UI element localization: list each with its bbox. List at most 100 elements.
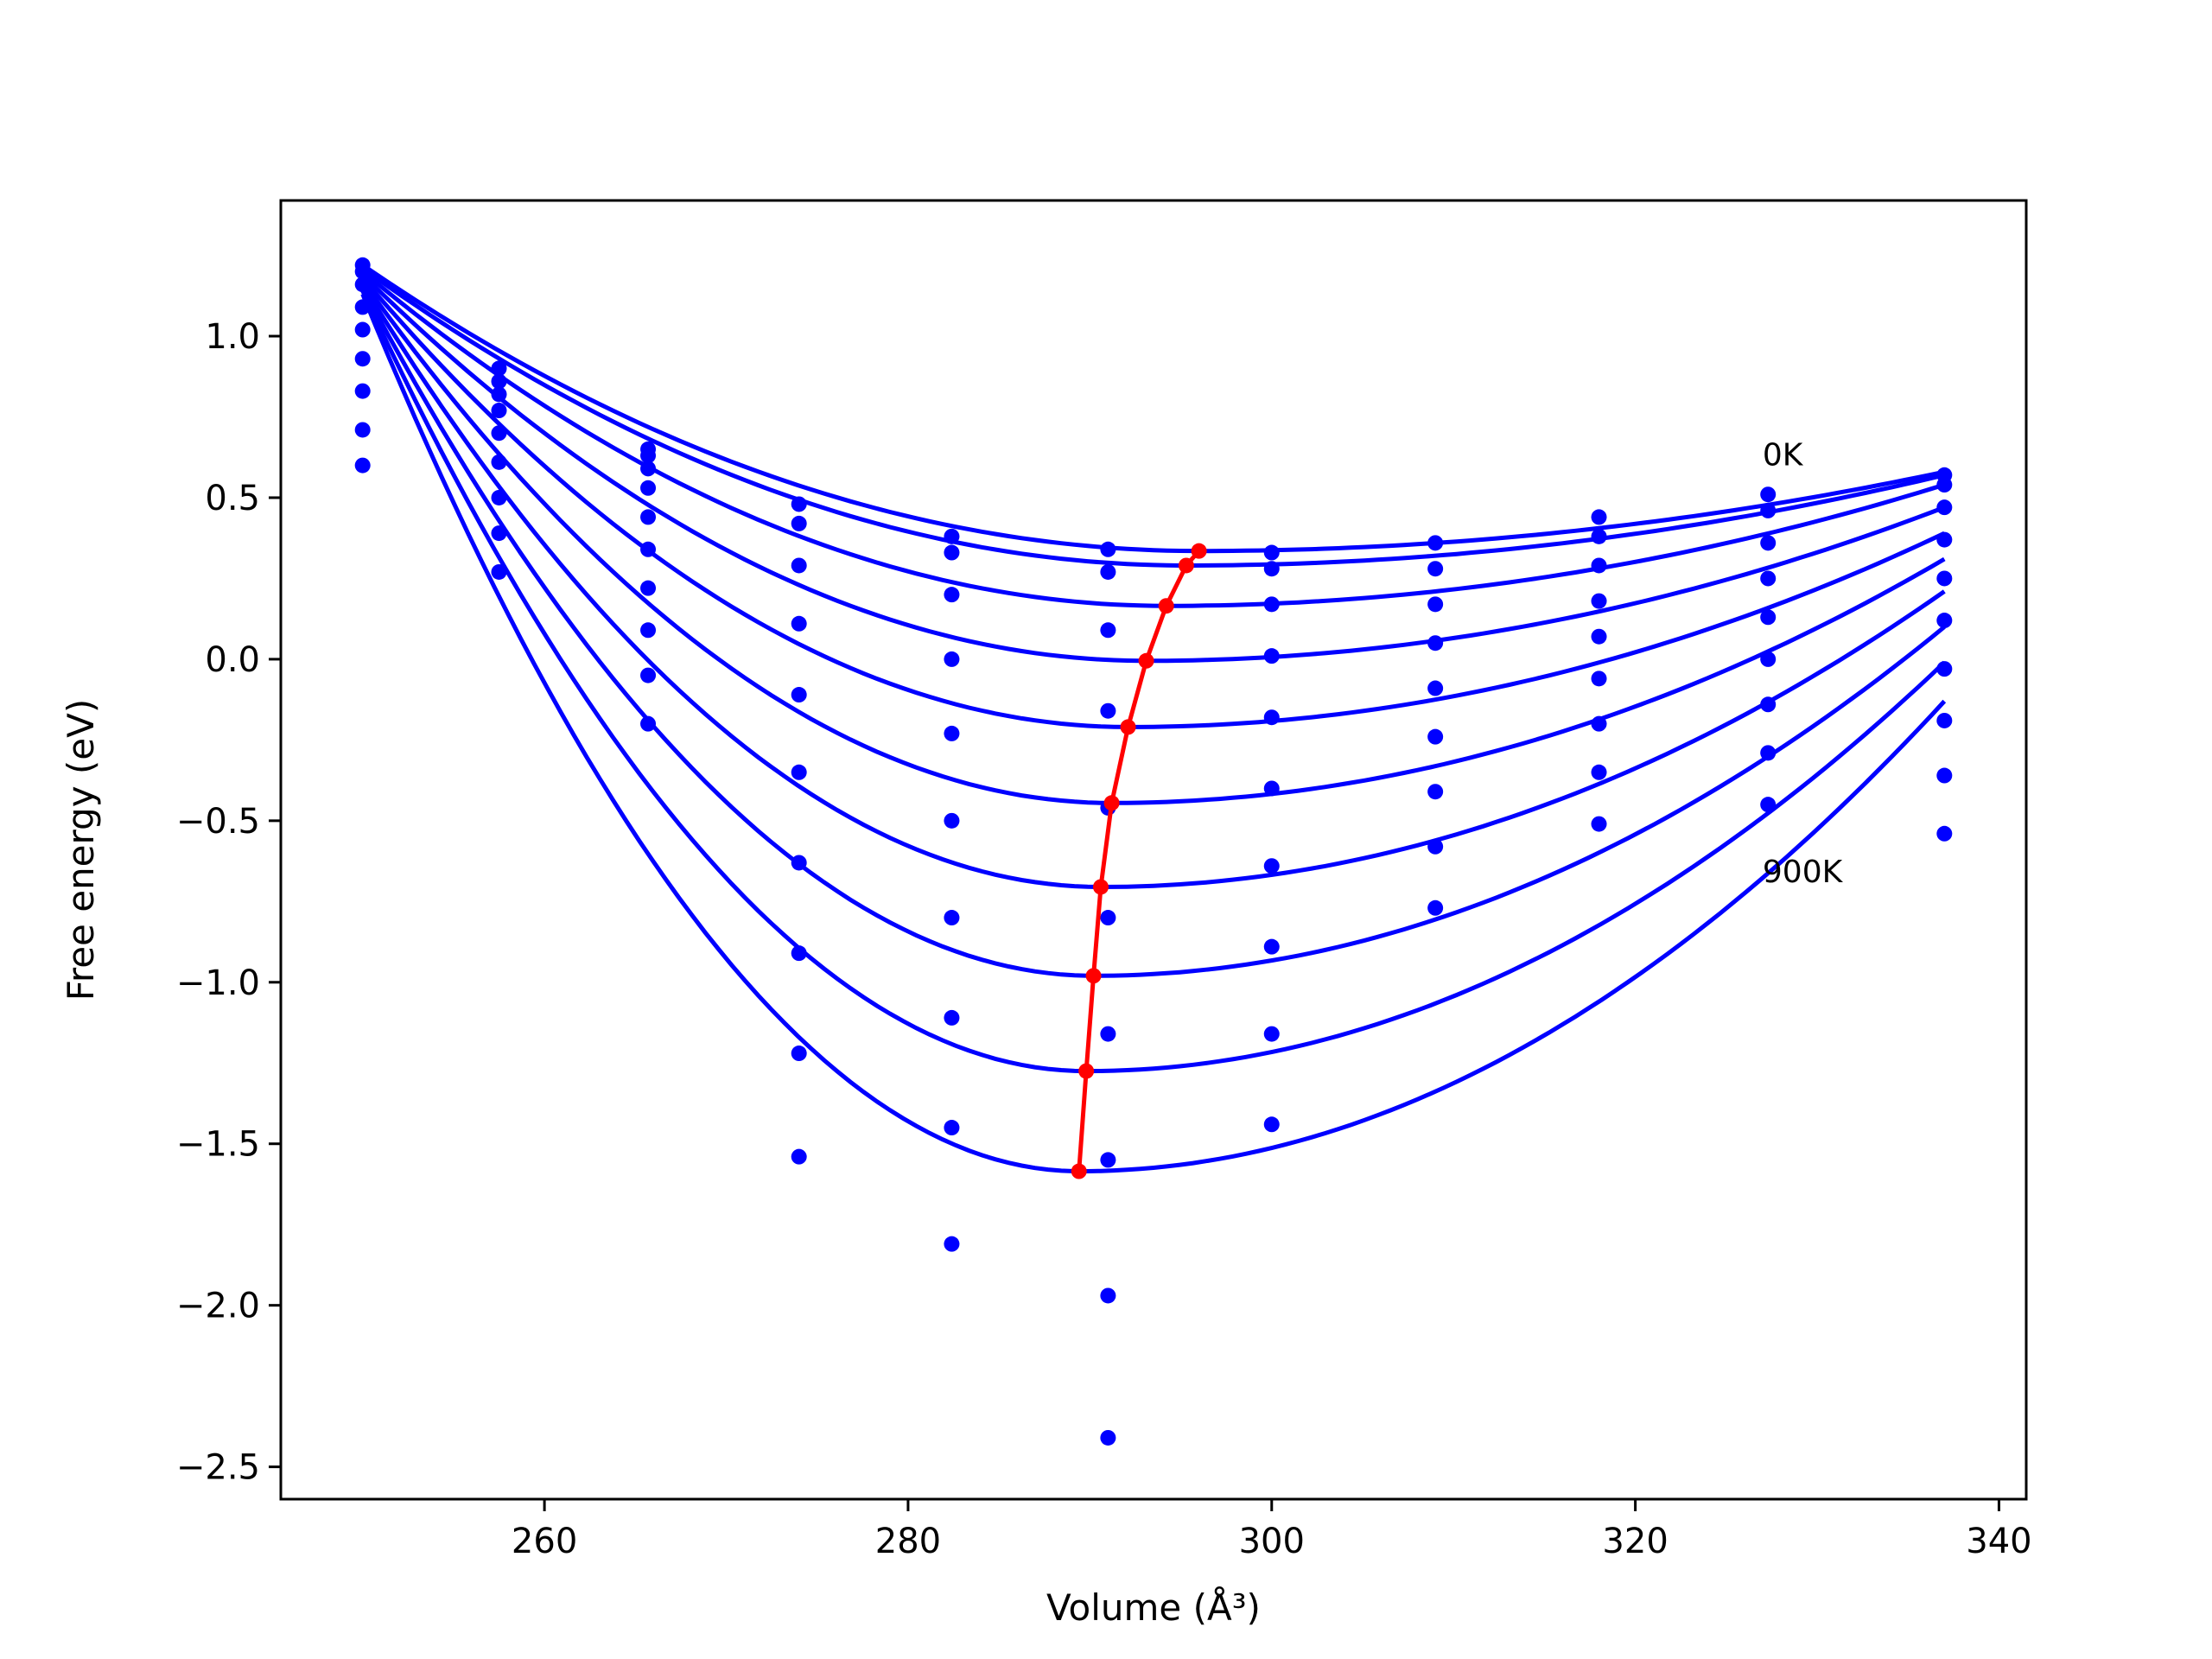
data-point-19 bbox=[640, 448, 657, 464]
x-tick-label: 280 bbox=[875, 1522, 941, 1561]
data-point-48 bbox=[1100, 541, 1116, 557]
data-point-53 bbox=[1100, 910, 1116, 926]
data-point-100 bbox=[1936, 613, 1953, 629]
data-point-25 bbox=[640, 622, 657, 639]
data-point-39 bbox=[944, 544, 960, 561]
data-point-15 bbox=[491, 489, 507, 505]
data-point-63 bbox=[1263, 780, 1280, 797]
data-point-84 bbox=[1591, 764, 1607, 780]
minimum-point-9 bbox=[1191, 543, 1207, 559]
data-point-1 bbox=[354, 264, 371, 280]
minimum-point-8 bbox=[1178, 557, 1194, 574]
data-point-36 bbox=[791, 1046, 807, 1062]
data-point-75 bbox=[1427, 838, 1444, 855]
data-point-94 bbox=[1760, 797, 1777, 813]
y-tick-label: 0.5 bbox=[205, 479, 260, 518]
fit-curve-4 bbox=[360, 276, 1946, 729]
data-point-5 bbox=[354, 351, 371, 367]
data-point-32 bbox=[791, 687, 807, 703]
data-point-34 bbox=[791, 855, 807, 871]
data-point-46 bbox=[944, 1120, 960, 1136]
data-point-79 bbox=[1591, 557, 1607, 574]
data-point-37 bbox=[791, 1148, 807, 1165]
data-point-74 bbox=[1427, 784, 1444, 800]
data-point-4 bbox=[354, 321, 371, 338]
data-point-20 bbox=[640, 461, 657, 477]
y-tick-label: −0.5 bbox=[176, 802, 260, 842]
data-point-80 bbox=[1591, 593, 1607, 609]
data-point-97 bbox=[1936, 499, 1953, 516]
data-point-76 bbox=[1427, 899, 1444, 916]
data-point-70 bbox=[1427, 596, 1444, 613]
x-tick-label: 300 bbox=[1239, 1522, 1305, 1561]
data-point-6 bbox=[354, 383, 371, 399]
data-point-40 bbox=[944, 587, 960, 603]
data-point-88 bbox=[1760, 535, 1777, 551]
fit-curve-0 bbox=[361, 263, 1945, 554]
data-point-42 bbox=[944, 725, 960, 741]
minimum-point-7 bbox=[1158, 598, 1174, 614]
data-point-26 bbox=[640, 667, 657, 683]
data-point-73 bbox=[1427, 728, 1444, 745]
y-axis-ticks: 1.0 0.5 0.0 −0.5 −1.0 −1.5 −2.0 −2.5 bbox=[176, 317, 281, 1488]
data-point-49 bbox=[1100, 563, 1116, 580]
fit-curve-6 bbox=[360, 283, 1946, 890]
data-point-28 bbox=[791, 496, 807, 512]
data-point-101 bbox=[1936, 661, 1953, 677]
minimum-point-0 bbox=[1071, 1163, 1087, 1179]
x-axis-ticks: 260 280 300 320 340 bbox=[512, 1499, 2032, 1561]
data-point-35 bbox=[791, 945, 807, 962]
data-point-51 bbox=[1100, 702, 1116, 719]
minimum-point-4 bbox=[1103, 795, 1120, 811]
y-tick-label: −2.0 bbox=[176, 1287, 260, 1326]
data-point-87 bbox=[1760, 502, 1777, 518]
data-point-59 bbox=[1263, 561, 1280, 577]
data-point-17 bbox=[491, 563, 507, 580]
data-point-83 bbox=[1591, 715, 1607, 732]
data-point-86 bbox=[1760, 486, 1777, 503]
fit-curve-7 bbox=[360, 286, 1946, 978]
fit-curve-8 bbox=[360, 289, 1947, 1074]
y-tick-label: −1.0 bbox=[176, 963, 260, 1003]
data-point-71 bbox=[1427, 635, 1444, 652]
minimum-point-3 bbox=[1092, 879, 1109, 895]
data-point-81 bbox=[1591, 628, 1607, 645]
data-point-78 bbox=[1591, 528, 1607, 544]
minimum-point-1 bbox=[1078, 1063, 1095, 1079]
y-tick-label: −1.5 bbox=[176, 1125, 260, 1165]
y-tick-label: 0.0 bbox=[205, 640, 260, 680]
data-point-14 bbox=[491, 454, 507, 470]
data-point-33 bbox=[791, 764, 807, 780]
data-point-30 bbox=[791, 557, 807, 574]
fit-curve-9 bbox=[360, 293, 1947, 1173]
data-point-103 bbox=[1936, 767, 1953, 784]
fit-curve-1 bbox=[361, 266, 1945, 568]
x-tick-label: 320 bbox=[1602, 1522, 1668, 1561]
data-point-12 bbox=[491, 403, 507, 419]
plot-area bbox=[354, 257, 1953, 1446]
data-point-57 bbox=[1100, 1429, 1116, 1446]
x-tick-label: 260 bbox=[512, 1522, 577, 1561]
x-axis-label: Volume (Å³) bbox=[1046, 1586, 1261, 1629]
fit-curve-5 bbox=[360, 280, 1946, 805]
data-point-44 bbox=[944, 910, 960, 926]
data-point-24 bbox=[640, 580, 657, 596]
data-point-77 bbox=[1591, 509, 1607, 525]
data-point-9 bbox=[491, 360, 507, 377]
data-point-66 bbox=[1263, 1026, 1280, 1042]
minimum-point-5 bbox=[1120, 719, 1136, 735]
data-point-65 bbox=[1263, 938, 1280, 955]
fit-curve-3 bbox=[360, 273, 1946, 664]
data-point-8 bbox=[354, 457, 371, 474]
minimum-point-2 bbox=[1085, 968, 1102, 984]
x-tick-label: 340 bbox=[1966, 1522, 2031, 1561]
data-point-41 bbox=[944, 651, 960, 667]
data-point-72 bbox=[1427, 680, 1444, 696]
data-point-92 bbox=[1760, 696, 1777, 713]
data-point-11 bbox=[491, 386, 507, 403]
data-point-85 bbox=[1591, 816, 1607, 832]
y-tick-label: 1.0 bbox=[205, 317, 260, 357]
data-point-104 bbox=[1936, 825, 1953, 842]
data-point-50 bbox=[1100, 622, 1116, 639]
